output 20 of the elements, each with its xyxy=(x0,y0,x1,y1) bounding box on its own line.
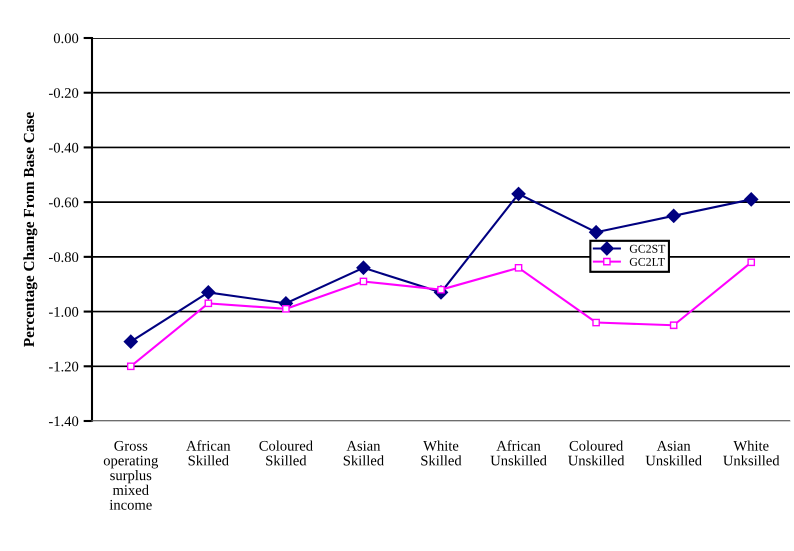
y-tick-label: -0.80 xyxy=(48,252,78,262)
y-tick-label: -1.20 xyxy=(48,362,78,372)
legend-label: GC2ST xyxy=(630,244,666,253)
x-tick-label: African Unskilled xyxy=(490,440,547,466)
y-axis-title: Percentage Change From Base Case xyxy=(23,112,38,347)
y-tick-label: -0.20 xyxy=(48,88,78,98)
legend-label: GC2LT xyxy=(630,258,665,266)
x-tick-label: White Skilled xyxy=(421,440,462,466)
y-tick-label: -1.40 xyxy=(48,416,78,426)
x-tick-label: African Skilled xyxy=(186,440,230,466)
x-tick-label: Coloured Skilled xyxy=(259,440,313,466)
x-tick-label: Coloured Unskilled xyxy=(568,440,624,466)
x-tick-label: White Unksilled xyxy=(723,440,780,466)
y-tick-label: 0.00 xyxy=(54,33,78,44)
y-tick-label: -1.00 xyxy=(48,306,78,317)
y-tick-label: -0.60 xyxy=(48,198,78,208)
y-tick-label: -0.40 xyxy=(48,142,78,153)
x-tick-label: Gross operating surplus mixed income xyxy=(104,440,158,510)
x-tick-label: Asian Unskilled xyxy=(646,440,702,466)
x-tick-label: Asian Skilled xyxy=(344,440,384,466)
